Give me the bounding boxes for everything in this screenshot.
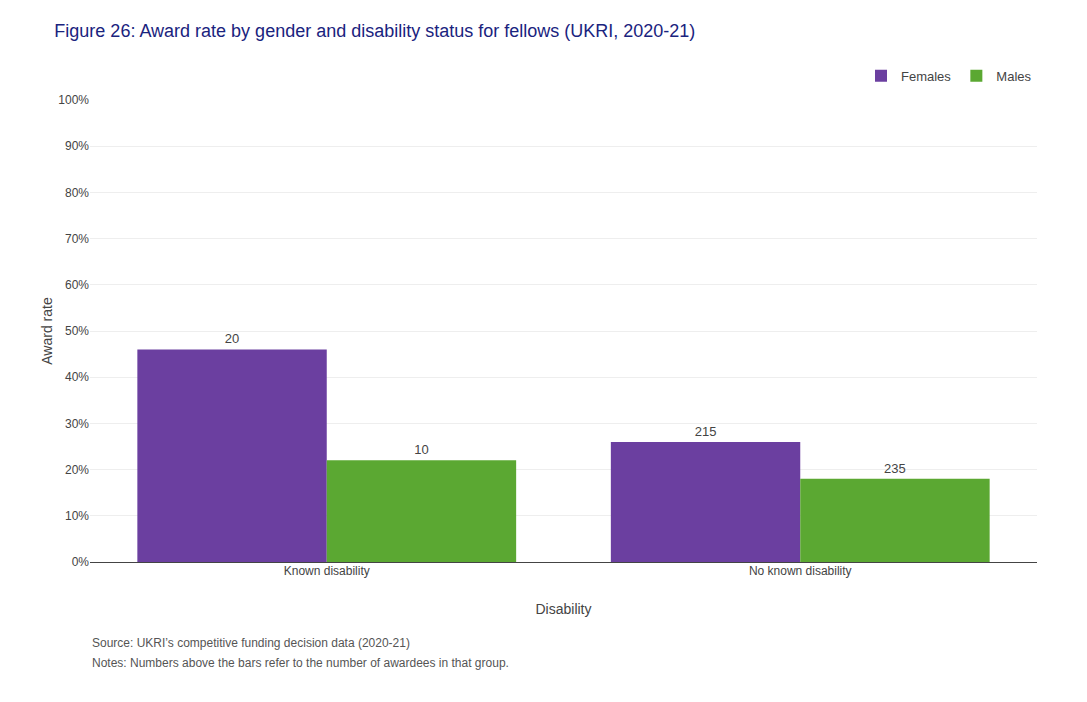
svg-text:10%: 10% bbox=[65, 509, 89, 523]
svg-text:Figure 26: Award rate by gende: Figure 26: Award rate by gender and disa… bbox=[54, 21, 695, 41]
svg-text:80%: 80% bbox=[65, 186, 89, 200]
svg-text:Notes: Numbers above the bars: Notes: Numbers above the bars refer to t… bbox=[92, 656, 509, 670]
svg-text:Disability: Disability bbox=[535, 601, 591, 617]
svg-text:10: 10 bbox=[414, 442, 428, 457]
svg-text:100%: 100% bbox=[58, 93, 89, 107]
svg-text:Males: Males bbox=[996, 69, 1031, 84]
svg-text:50%: 50% bbox=[65, 324, 89, 338]
svg-text:90%: 90% bbox=[65, 139, 89, 153]
svg-text:235: 235 bbox=[884, 461, 906, 476]
svg-text:40%: 40% bbox=[65, 370, 89, 384]
svg-text:20%: 20% bbox=[65, 463, 89, 477]
svg-text:215: 215 bbox=[695, 424, 717, 439]
svg-text:20: 20 bbox=[225, 331, 239, 346]
svg-text:70%: 70% bbox=[65, 232, 89, 246]
svg-text:60%: 60% bbox=[65, 278, 89, 292]
svg-text:Known disability: Known disability bbox=[284, 564, 370, 578]
svg-text:30%: 30% bbox=[65, 417, 89, 431]
svg-text:No known disability: No known disability bbox=[749, 564, 852, 578]
svg-text:Females: Females bbox=[901, 69, 951, 84]
svg-text:0%: 0% bbox=[72, 555, 90, 569]
svg-text:Source: UKRI’s competitive fun: Source: UKRI’s competitive funding decis… bbox=[92, 636, 410, 650]
svg-text:Award rate: Award rate bbox=[39, 297, 55, 365]
